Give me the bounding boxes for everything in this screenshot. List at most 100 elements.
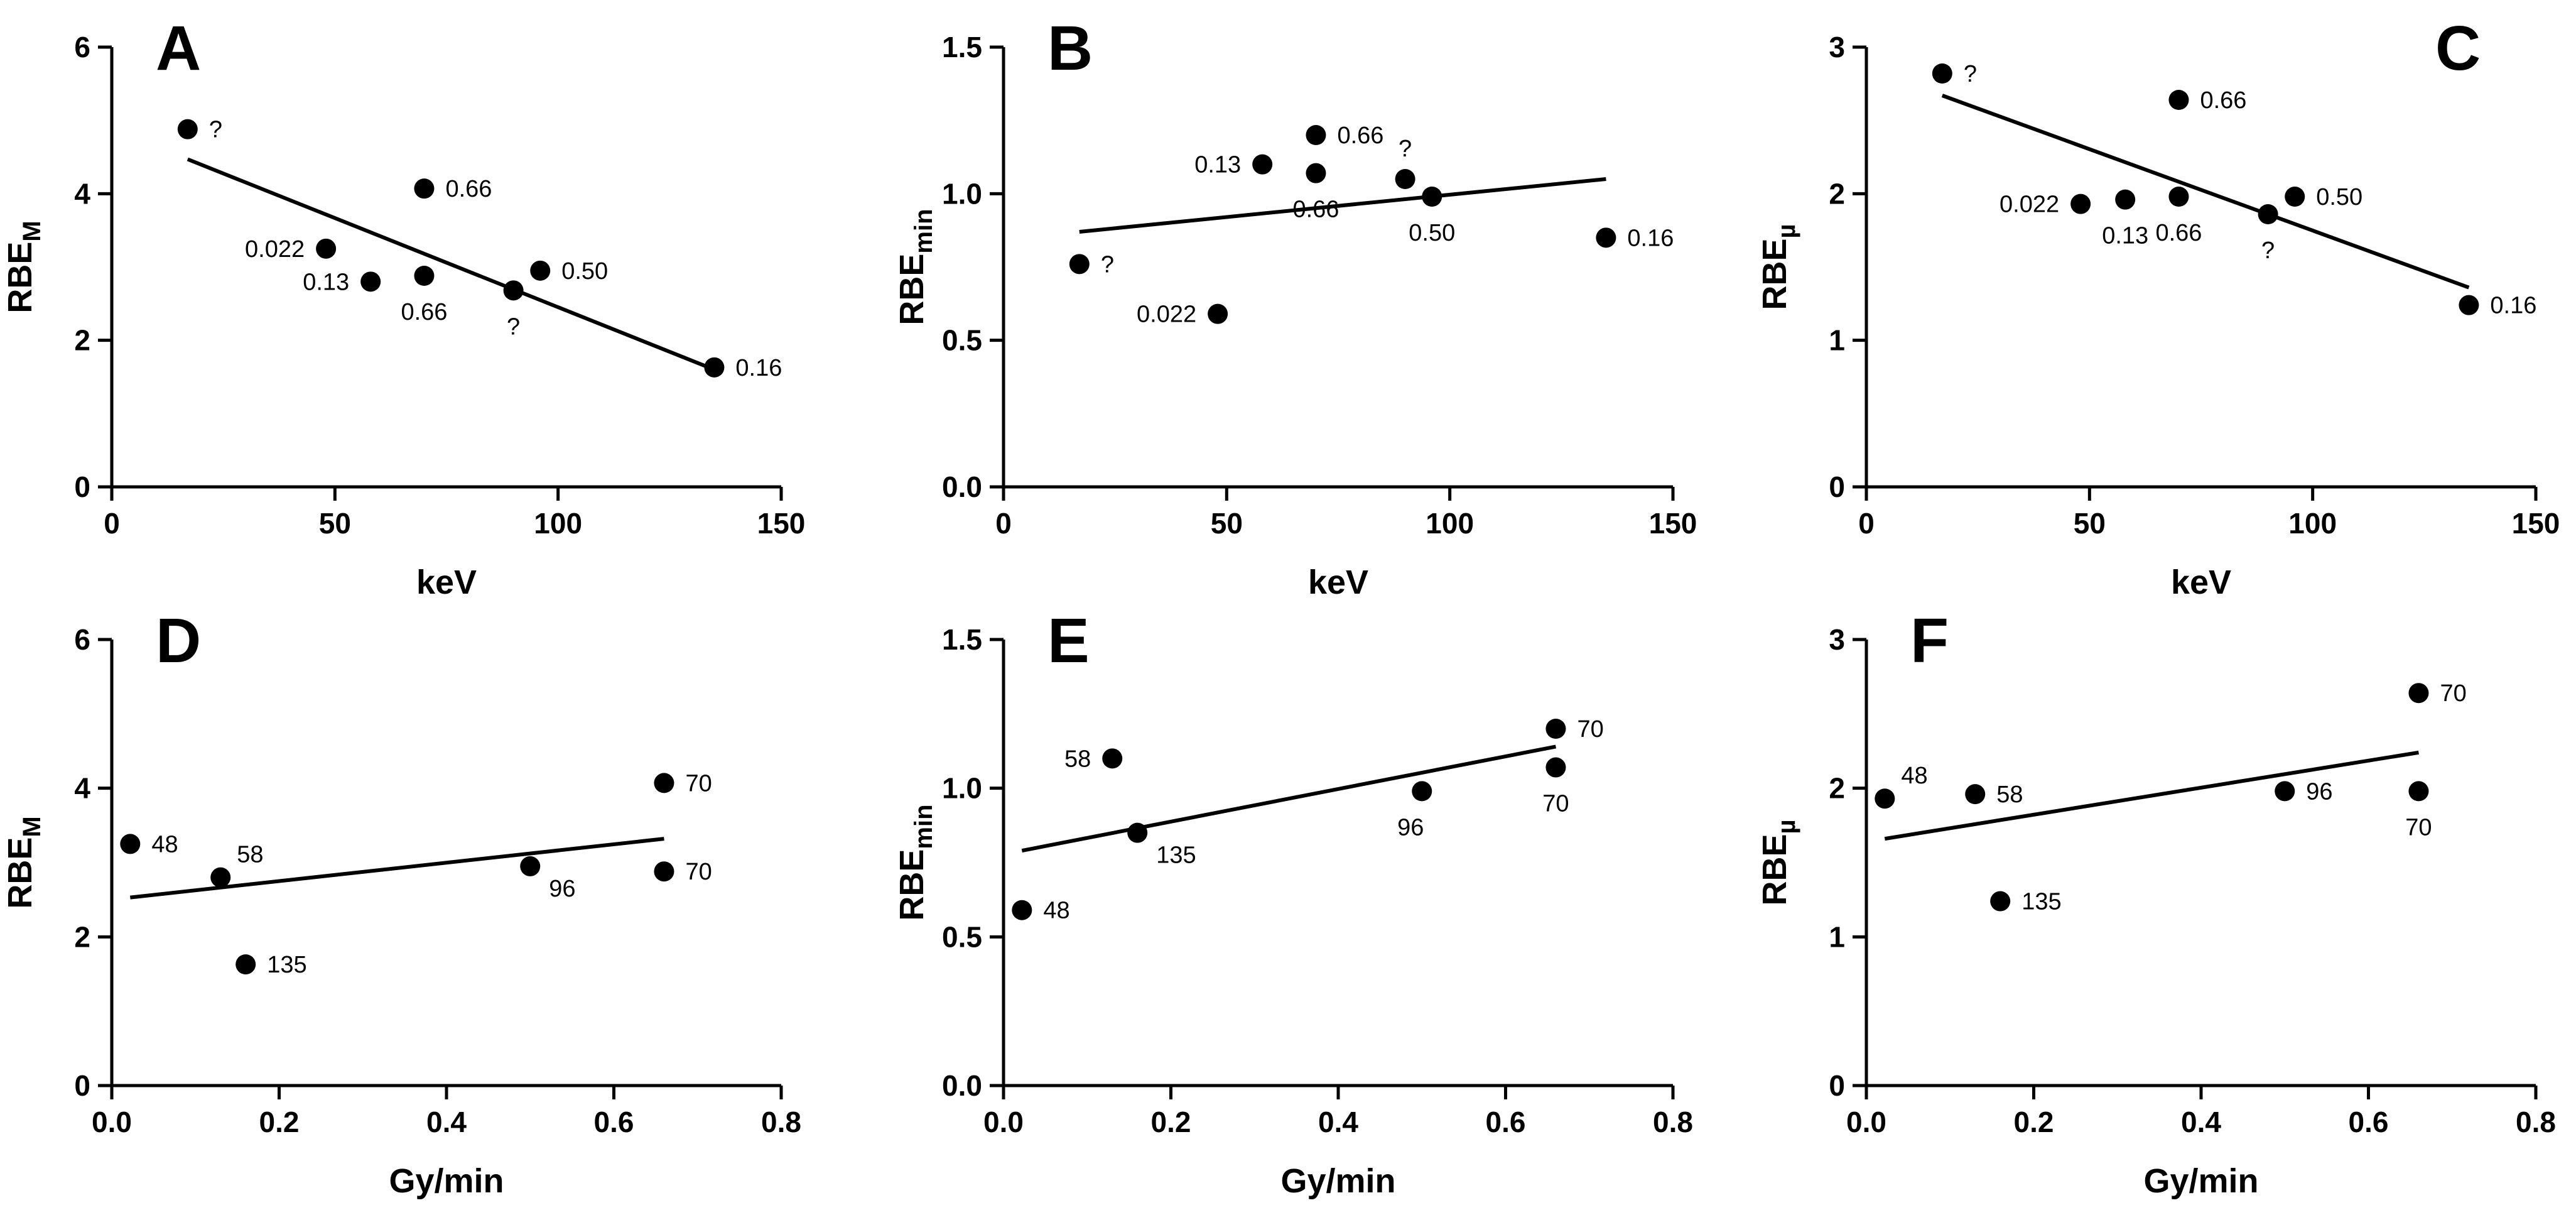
data-label-a-2: 0.13 [303, 269, 349, 295]
y-tick-label-e-0: 0.0 [942, 1069, 982, 1102]
panel-b: 0 50 100 150 0.0 0.5 1.0 1.5 keV RBEmin B? 0.022 0.1… [893, 13, 1697, 601]
y-tick-label-d-3: 6 [74, 623, 90, 656]
panel-letter-c: C [2435, 13, 2481, 84]
data-label-a-4: 0.66 [401, 299, 447, 325]
data-label-a-6: 0.50 [561, 258, 608, 285]
y-tick-label-f-2: 2 [1829, 772, 1845, 805]
data-point-b-6 [1422, 187, 1442, 207]
x-axis-title-c: keV [2171, 564, 2231, 601]
data-label-d-4: 70 [685, 770, 712, 797]
data-label-f-5: 70 [2405, 814, 2432, 841]
data-label-d-0: 48 [151, 831, 178, 858]
y-tick-label-b-3: 1.5 [942, 31, 982, 63]
panel-c: 0 50 100 150 0 1 2 3 keV RBEµ C? 0.022 0.13 0.66 0.66?… [1756, 13, 2560, 601]
data-label-e-5: 70 [1542, 791, 1569, 817]
data-label-c-5: ? [2261, 237, 2275, 264]
x-tick-label-f-1: 0.2 [2014, 1106, 2054, 1138]
data-label-e-1: 58 [1064, 746, 1091, 772]
x-axis-title-b: keV [1308, 564, 1368, 601]
data-point-c-7 [2459, 295, 2479, 315]
x-tick-label-c-3: 150 [2512, 507, 2560, 540]
x-tick-label-d-1: 0.2 [259, 1106, 300, 1138]
data-point-b-4 [1306, 163, 1326, 183]
x-axis-title-a: keV [416, 564, 477, 601]
data-point-a-5 [503, 280, 524, 301]
y-axis-title-main-a: RBE [1, 242, 39, 313]
data-point-f-4 [2408, 683, 2429, 704]
x-tick-label-e-1: 0.2 [1151, 1106, 1191, 1138]
panel-letter-f: F [1910, 606, 1949, 676]
y-tick-label-d-2: 4 [74, 772, 90, 805]
fit-line-a [187, 157, 715, 372]
data-label-b-1: 0.022 [1137, 302, 1196, 328]
data-point-a-0 [177, 119, 198, 139]
x-tick-label-d-0: 0.0 [92, 1106, 132, 1138]
data-point-b-7 [1596, 227, 1616, 248]
y-axis-title-d: RBEM [1, 816, 46, 908]
panel-a: 0 50 100 150 0 2 4 6 keV RBEM A? 0.022 0.13 0.66 0.66?… [1, 13, 805, 601]
x-tick-label-f-4: 0.8 [2516, 1106, 2556, 1138]
y-tick-label-e-3: 1.5 [942, 623, 982, 656]
x-tick-label-c-2: 100 [2288, 507, 2337, 540]
y-tick-label-a-1: 2 [74, 324, 90, 357]
data-point-e-1 [1102, 748, 1123, 769]
data-label-b-4: 0.66 [1292, 197, 1339, 223]
data-label-e-2: 135 [1156, 842, 1196, 869]
data-point-f-2 [1990, 891, 2011, 912]
x-tick-label-e-3: 0.6 [1486, 1106, 1526, 1138]
y-tick-label-d-1: 2 [74, 920, 90, 953]
y-tick-label-f-3: 3 [1829, 623, 1845, 656]
data-point-a-7 [704, 357, 725, 378]
data-point-b-2 [1252, 154, 1273, 175]
data-point-d-0 [120, 834, 141, 854]
y-axis-title-sub-c: µ [1773, 224, 1800, 238]
fit-line-e [1021, 744, 1557, 853]
fit-line-f [1884, 750, 2419, 841]
y-tick-label-c-1: 1 [1829, 324, 1845, 357]
x-tick-label-f-2: 0.4 [2181, 1106, 2221, 1138]
y-tick-label-b-2: 1.0 [942, 177, 982, 210]
data-point-f-5 [2408, 781, 2429, 802]
x-tick-label-d-4: 0.8 [761, 1106, 801, 1138]
data-label-d-3: 96 [549, 876, 575, 902]
panel-letter-b: B [1047, 13, 1093, 84]
data-label-d-5: 70 [685, 859, 712, 885]
data-label-c-3: 0.66 [2200, 87, 2246, 114]
y-tick-label-e-1: 0.5 [942, 920, 982, 953]
data-point-e-3 [1412, 781, 1432, 802]
fit-line-d [129, 837, 664, 900]
x-tick-label-c-0: 0 [1858, 507, 1875, 540]
panel-letter-a: A [156, 13, 201, 84]
y-axis-title-a: RBEM [1, 221, 46, 313]
data-point-d-1 [210, 867, 231, 888]
panel-letter-e: E [1047, 606, 1090, 676]
fit-line-b [1079, 177, 1606, 234]
data-point-e-4 [1545, 719, 1566, 739]
y-tick-label-e-2: 1.0 [942, 772, 982, 805]
x-tick-label-e-2: 0.4 [1318, 1106, 1358, 1138]
x-tick-label-e-4: 0.8 [1653, 1106, 1693, 1138]
panel-d: 0.0 0.2 0.4 0.6 0.8 0 2 4 6 Gy/min RBEM D 48 58 135 96 7… [1, 606, 801, 1200]
y-tick-label-a-3: 6 [74, 31, 90, 63]
data-label-b-7: 0.16 [1627, 225, 1674, 251]
data-point-f-0 [1875, 788, 1895, 809]
y-axis-title-sub-a: M [18, 221, 46, 241]
y-tick-label-b-1: 0.5 [942, 324, 982, 357]
x-tick-label-b-1: 50 [1211, 507, 1243, 540]
x-tick-label-b-0: 0 [995, 507, 1012, 540]
data-label-c-2: 0.13 [2102, 223, 2148, 249]
data-point-c-5 [2258, 204, 2278, 224]
y-axis-title-main-d: RBE [1, 837, 39, 909]
y-tick-label-f-1: 1 [1829, 920, 1845, 953]
y-axis-title-e: RBEmin [893, 804, 938, 920]
y-axis-title-sub-e: min [910, 804, 938, 849]
data-point-a-1 [316, 238, 337, 259]
x-tick-label-a-2: 100 [534, 507, 582, 540]
data-label-b-3: 0.66 [1337, 123, 1383, 149]
data-label-f-3: 96 [2306, 778, 2332, 805]
data-point-b-3 [1306, 125, 1326, 145]
y-axis-title-main-b: RBE [893, 254, 931, 325]
x-axis-title-f: Gy/min [2143, 1162, 2258, 1200]
y-tick-label-d-0: 0 [74, 1069, 90, 1102]
